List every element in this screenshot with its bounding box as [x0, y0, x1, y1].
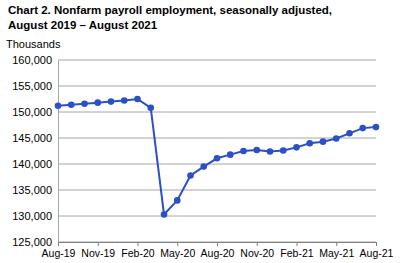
grid-line — [58, 112, 376, 113]
grid-line — [58, 138, 376, 139]
y-tick-label: 135,000 — [12, 184, 52, 196]
grid-line — [58, 164, 376, 165]
point — [174, 197, 181, 204]
x-tick-mark — [336, 242, 337, 246]
y-tick-label: 160,000 — [12, 54, 52, 66]
y-axis-line — [58, 61, 59, 243]
x-tick-label: Feb-20 — [121, 247, 154, 259]
point — [134, 96, 141, 103]
point — [147, 105, 154, 112]
grid — [58, 60, 376, 242]
y-tick-label: 130,000 — [12, 210, 52, 222]
point — [68, 101, 75, 108]
x-tick-mark — [257, 242, 258, 246]
x-axis-line — [59, 243, 377, 247]
x-tick-mark — [98, 242, 99, 246]
point — [240, 148, 247, 155]
y-tick-label: 150,000 — [12, 106, 52, 118]
point — [214, 155, 221, 162]
chart: Chart 2. Nonfarm payroll employment, sea… — [0, 0, 400, 263]
x-tick: May-21 — [319, 242, 354, 259]
y-tick-label: 145,000 — [12, 132, 52, 144]
x-tick-mark — [177, 242, 178, 246]
line — [58, 99, 376, 214]
x-tick: Aug-20 — [201, 242, 235, 259]
x-tick-label: Nov-19 — [81, 247, 115, 259]
point — [94, 99, 101, 106]
grid-line — [58, 60, 376, 61]
point — [227, 151, 234, 158]
point — [161, 211, 168, 218]
point — [108, 98, 115, 105]
y-axis: 125,000 130,000 135,000 140,000 145,000 150,0… — [12, 54, 58, 248]
point — [320, 138, 327, 145]
x-tick-label: Nov-20 — [240, 247, 274, 259]
x-tick-mark — [217, 242, 218, 246]
y-tick: 145,000 — [12, 132, 58, 144]
y-tick: 160,000 — [12, 54, 58, 66]
point — [306, 140, 313, 147]
x-tick-mark — [376, 242, 377, 246]
point — [359, 125, 366, 132]
x-tick: Nov-19 — [81, 242, 115, 259]
point — [333, 135, 340, 142]
point — [280, 147, 287, 154]
x-axis: Aug-19 Nov-19 Feb-20 May-20 Aug-20 Nov-20 Feb-… — [42, 242, 394, 259]
point — [373, 124, 380, 131]
point — [267, 148, 274, 155]
x-tick: May-20 — [160, 242, 195, 259]
x-tick: Nov-20 — [240, 242, 274, 259]
x-tick-label: May-21 — [319, 247, 354, 259]
x-tick: Aug-19 — [42, 242, 76, 259]
x-tick: Aug-21 — [360, 242, 394, 259]
grid-line — [58, 86, 376, 87]
grid-line — [58, 216, 376, 217]
title: Chart 2. Nonfarm payroll employment, sea… — [8, 4, 332, 16]
y-tick: 125,000 — [12, 236, 58, 248]
series — [55, 96, 380, 218]
x-tick: Feb-21 — [280, 242, 313, 259]
y-tick: 150,000 — [12, 106, 58, 118]
y-tick: 140,000 — [12, 158, 58, 170]
point — [187, 172, 194, 179]
x-tick-mark — [138, 242, 139, 246]
x-tick-label: Aug-21 — [360, 247, 394, 259]
y-tick: 130,000 — [12, 210, 58, 222]
point — [253, 147, 260, 154]
point — [200, 163, 207, 170]
x-tick-label: Aug-20 — [201, 247, 235, 259]
x-tick-label: May-20 — [160, 247, 195, 259]
point — [81, 100, 88, 107]
point — [55, 102, 62, 109]
y-tick: 135,000 — [12, 184, 58, 196]
point — [293, 144, 300, 151]
y-tick: 155,000 — [12, 80, 58, 92]
y-tick-label: 155,000 — [12, 80, 52, 92]
y-tick-label: 140,000 — [12, 158, 52, 170]
x-tick-mark — [58, 242, 59, 246]
grid-line — [58, 190, 376, 191]
plot: 125,000 130,000 135,000 140,000 145,000 150,0… — [12, 54, 393, 259]
y-axis-label: Thousands — [6, 38, 61, 50]
point — [121, 97, 128, 104]
x-tick: Feb-20 — [121, 242, 154, 259]
x-tick-mark — [297, 242, 298, 246]
x-tick-label: Aug-19 — [42, 247, 76, 259]
point — [346, 130, 353, 137]
y-tick-label: 125,000 — [12, 236, 52, 248]
subtitle: August 2019 – August 2021 — [8, 19, 158, 31]
x-tick-label: Feb-21 — [280, 247, 313, 259]
